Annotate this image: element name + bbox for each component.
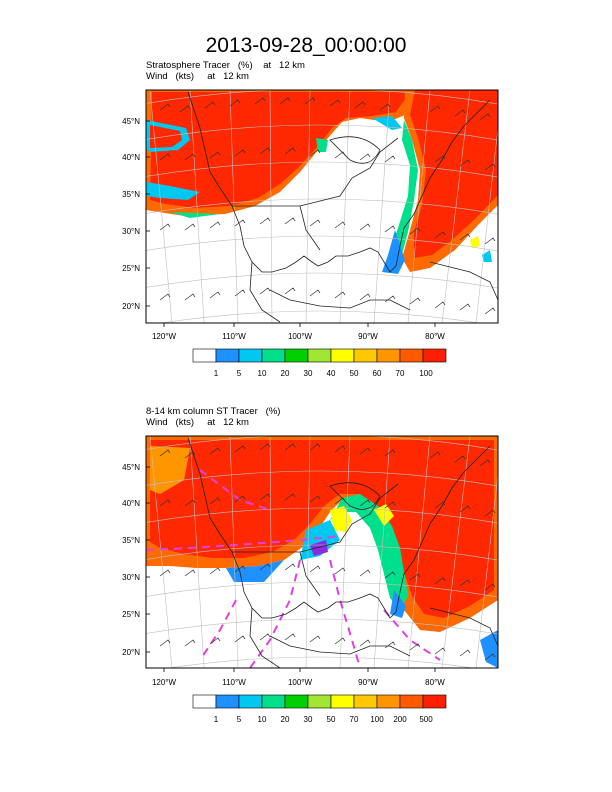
panel2-lon-labels: 120°W 110°W 100°W 90°W 80°W (152, 678, 445, 687)
panel2-graticule (146, 436, 498, 668)
colorbar-label: 70 (396, 369, 405, 378)
panel2-coastlines (187, 437, 498, 668)
colorbar-swatch (261, 348, 286, 363)
lat-label: 25°N (122, 610, 140, 619)
colorbar-swatch (238, 694, 263, 709)
colorbar-swatch (422, 348, 447, 363)
panel2-dashed-contours (146, 469, 441, 668)
panel1-ticks (146, 120, 436, 327)
lon-label: 90°W (358, 332, 378, 341)
colorbar-swatch (261, 694, 286, 709)
lon-label: 80°W (425, 332, 445, 341)
panel2-tracer-field (146, 436, 498, 668)
panel1-graticule (146, 90, 498, 323)
colorbar-label: 1 (214, 715, 219, 724)
colorbar-label: 100 (419, 369, 433, 378)
colorbar-label: 100 (370, 715, 384, 724)
colorbar-label: 10 (258, 369, 267, 378)
colorbar-swatch (284, 694, 309, 709)
colorbar-swatch (238, 348, 263, 363)
colorbar-label: 5 (237, 715, 242, 724)
panel2-colorbar-labels: 1 5 10 20 30 50 70 100 200 500 (214, 715, 433, 724)
panel1-colorbar-labels: 1 5 10 20 30 40 50 60 70 100 (214, 369, 433, 378)
lat-label: 40°N (122, 499, 140, 508)
colorbar-swatch (284, 348, 309, 363)
colorbar-swatch (353, 348, 378, 363)
panel1-wind-barbs (159, 97, 496, 315)
colorbar-label: 60 (373, 369, 382, 378)
lon-label: 100°W (288, 332, 313, 341)
panel2-wind-barbs (159, 443, 496, 661)
panel1-coastlines (187, 91, 498, 323)
panel2-frame (145, 435, 499, 669)
colorbar-swatch (422, 694, 447, 709)
colorbar-swatch (215, 348, 240, 363)
panel2-title-line1: 8-14 km column ST Tracer (%) (146, 406, 281, 417)
lon-label: 120°W (152, 678, 177, 687)
panel1-lon-labels: 120°W 110°W 100°W 90°W 80°W (152, 332, 445, 341)
colorbar-swatch (376, 348, 401, 363)
lon-label: 120°W (152, 332, 177, 341)
colorbar-label: 5 (237, 369, 242, 378)
panel2-colorbar (192, 694, 447, 709)
lat-label: 20°N (122, 302, 140, 311)
panel2-title-line2: Wind (kts) at 12 km (146, 417, 249, 428)
colorbar-label: 70 (350, 715, 359, 724)
colorbar-label: 40 (327, 369, 336, 378)
colorbar-swatch (192, 694, 217, 709)
colorbar-label: 50 (350, 369, 359, 378)
panel1-title-line2: Wind (kts) at 12 km (146, 71, 249, 82)
colorbar-label: 30 (304, 369, 313, 378)
panel2-ticks (146, 466, 436, 672)
colorbar-label: 500 (419, 715, 433, 724)
colorbar-swatch (307, 348, 332, 363)
colorbar-swatch (330, 694, 355, 709)
panel1-colorbar (192, 348, 447, 363)
lat-label: 25°N (122, 264, 140, 273)
lat-label: 20°N (122, 648, 140, 657)
colorbar-swatch (399, 348, 424, 363)
panel1-tracer-field (146, 90, 498, 274)
colorbar-swatch (192, 348, 217, 363)
colorbar-label: 200 (393, 715, 407, 724)
lon-label: 110°W (222, 678, 246, 687)
colorbar-label: 20 (281, 715, 290, 724)
lat-label: 35°N (122, 536, 140, 545)
colorbar-label: 20 (281, 369, 290, 378)
colorbar-label: 30 (304, 715, 313, 724)
colorbar-label: 1 (214, 369, 219, 378)
lon-label: 100°W (288, 678, 313, 687)
colorbar-label: 10 (258, 715, 267, 724)
lat-label: 45°N (122, 117, 140, 126)
main-title: 2013-09-28_00:00:00 (205, 34, 407, 57)
lat-label: 45°N (122, 463, 140, 472)
lat-label: 30°N (122, 573, 140, 582)
lon-label: 90°W (358, 678, 378, 687)
lon-label: 110°W (222, 332, 246, 341)
lat-label: 40°N (122, 153, 140, 162)
lon-label: 80°W (425, 678, 445, 687)
panel2-lat-labels: 45°N 40°N 35°N 30°N 25°N 20°N (122, 463, 140, 657)
colorbar-label: 50 (327, 715, 336, 724)
lat-label: 30°N (122, 227, 140, 236)
colorbar-swatch (215, 694, 240, 709)
colorbar-swatch (376, 694, 401, 709)
panel2-map: 45°N 40°N 35°N 30°N 25°N 20°N 120°W 110°… (122, 435, 499, 687)
panel1-map: 45°N 40°N 35°N 30°N 25°N 20°N 120°W 110°… (122, 89, 499, 341)
colorbar-swatch (307, 694, 332, 709)
colorbar-swatch (330, 348, 355, 363)
panel1-title-line1: Stratosphere Tracer (%) at 12 km (146, 60, 305, 71)
panel1-frame (145, 89, 499, 324)
panel1-lat-labels: 45°N 40°N 35°N 30°N 25°N 20°N (122, 117, 140, 311)
colorbar-swatch (353, 694, 378, 709)
lat-label: 35°N (122, 190, 140, 199)
colorbar-swatch (399, 694, 424, 709)
